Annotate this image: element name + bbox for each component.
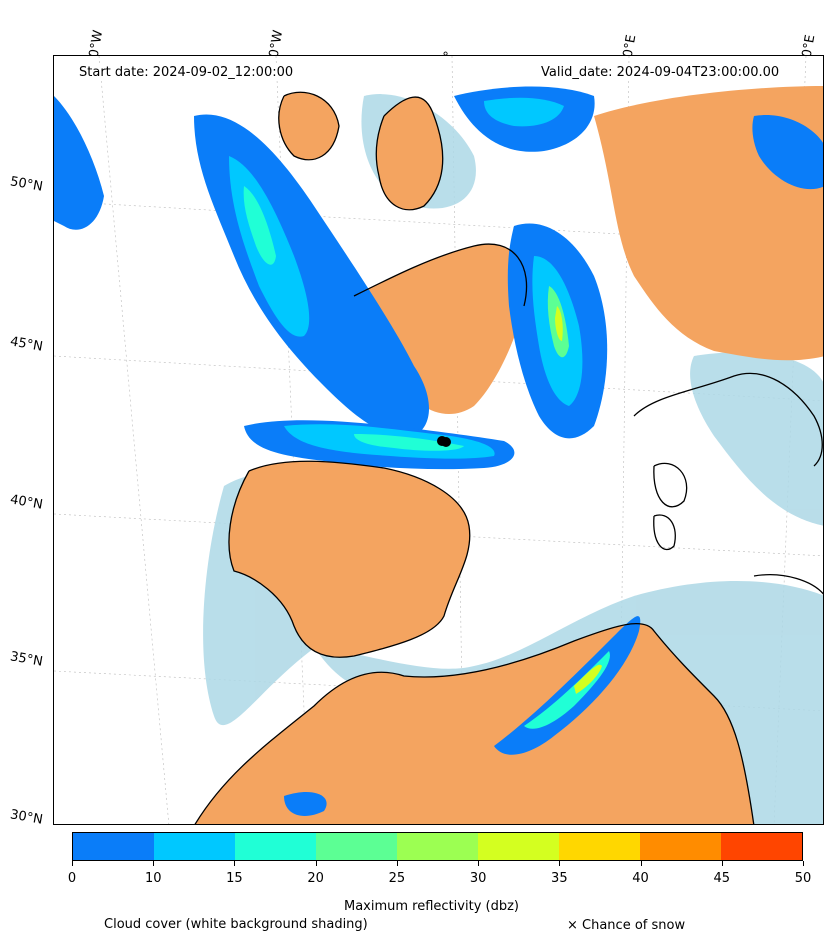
colorbar-segment	[235, 833, 316, 860]
colorbar-tick-label: 25	[388, 871, 406, 886]
colorbar-tick-label: 10	[144, 871, 162, 886]
colorbar-tick	[478, 861, 480, 866]
lat-label-50n: 50°N	[8, 174, 44, 195]
start-date-label: Start date: 2024-09-02_12:00:00	[75, 64, 298, 81]
map-canvas	[54, 56, 823, 824]
colorbar-tick	[640, 861, 642, 866]
lat-label-30n: 30°N	[8, 807, 44, 828]
colorbar-segment	[478, 833, 559, 860]
colorbar-tick-label: 35	[551, 871, 568, 886]
coastlines	[194, 91, 823, 824]
colorbar-tick-label: 15	[226, 871, 243, 886]
snow-chance-marker	[437, 436, 451, 447]
lat-label-35n: 35°N	[8, 649, 44, 670]
colorbar-tick	[559, 861, 561, 866]
cloud-cover-caption: Cloud cover (white background shading)	[104, 917, 368, 932]
colorbar-segment	[316, 833, 397, 860]
colorbar-tick	[803, 861, 804, 866]
colorbar-tick-label: 40	[632, 871, 649, 886]
colorbar-segment	[73, 833, 154, 860]
snow-caption: × Chance of snow	[567, 918, 686, 933]
colorbar-tick	[396, 861, 398, 866]
reflectivity-colorbar	[72, 832, 803, 861]
colorbar-tick	[153, 861, 155, 866]
colorbar-tick-label: 45	[713, 871, 731, 886]
colorbar-tick	[72, 861, 73, 866]
colorbar-tick-label: 50	[794, 871, 812, 886]
colorbar-tick-label: 20	[307, 871, 324, 886]
colorbar-tick-label: 0	[67, 871, 77, 886]
colorbar-tick	[234, 861, 236, 866]
colorbar-tick	[721, 861, 723, 866]
colorbar-segment	[397, 833, 478, 860]
map-panel[interactable]	[53, 55, 824, 825]
lat-label-45n: 45°N	[8, 334, 44, 355]
colorbar-tick	[315, 861, 317, 866]
colorbar-segment	[559, 833, 640, 860]
reflectivity-areas	[54, 86, 823, 816]
lat-label-40n: 40°N	[8, 492, 44, 513]
colorbar-segment	[154, 833, 235, 860]
colorbar-title: Maximum reflectivity (dbz)	[344, 899, 519, 914]
valid-date-label: Valid_date: 2024-09-04T23:00:00.00	[537, 64, 784, 81]
colorbar-tick-label: 30	[469, 871, 487, 886]
colorbar-segment	[721, 833, 802, 860]
colorbar-segment	[640, 833, 721, 860]
